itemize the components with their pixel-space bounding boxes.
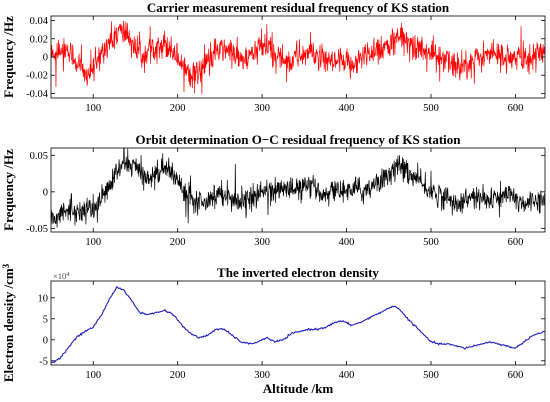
- x-tick-label: 400: [339, 237, 355, 248]
- x-tick-label: 500: [423, 103, 439, 114]
- y-tick-label: 5: [43, 314, 48, 325]
- x-tick-label: 100: [85, 103, 101, 114]
- y-tick-label: -5: [39, 356, 48, 367]
- series-line-1-1: [51, 20, 545, 95]
- y-axis-label: Frequency /Hz: [1, 16, 16, 98]
- y-tick-label: 0.02: [30, 34, 48, 45]
- y-exponent-label: ×104: [53, 271, 70, 281]
- y-tick-label: 0: [43, 187, 48, 198]
- y-tick-label: 0: [43, 53, 48, 64]
- x-tick-label: 600: [508, 103, 524, 114]
- y-tick-label: 10: [38, 293, 49, 304]
- plot-frame: [50, 280, 546, 366]
- panel-3: 100 200 300 400 500 600 -5 0 5 10 ×104 The inverted…: [1, 263, 546, 396]
- panel-1: 100 200 300 400 500 600 -0.04 -0.02 0 0.02 0.04 Car…: [1, 0, 546, 114]
- chart-title: The inverted electron density: [217, 265, 379, 280]
- x-tick-label: 300: [254, 370, 270, 381]
- x-tick-label: 300: [254, 103, 270, 114]
- x-tick-label: 600: [508, 237, 524, 248]
- x-tick-label: 200: [170, 103, 186, 114]
- y-tick-label: -0.05: [26, 224, 48, 235]
- x-tick-label: 100: [85, 370, 101, 381]
- y-axis-label: Electron density /cm3: [1, 263, 16, 382]
- y-tick-label: -0.04: [26, 89, 49, 100]
- x-tick-label: 400: [339, 103, 355, 114]
- x-tick-label: 400: [339, 370, 355, 381]
- series-line-2-1: [51, 148, 545, 228]
- x-tick-label: 200: [170, 237, 186, 248]
- x-tick-label: 500: [423, 237, 439, 248]
- y-tick-label: 0.04: [30, 16, 49, 27]
- x-tick-label: 300: [254, 237, 270, 248]
- plot-frame: [50, 147, 546, 233]
- x-axis-label: Altitude /km: [263, 381, 334, 396]
- x-tick-label: 500: [423, 370, 439, 381]
- y-tick-label: 0: [43, 335, 48, 346]
- y-tick-label: 0.05: [30, 151, 48, 162]
- y-axis-label: Frequency /Hz: [1, 149, 16, 231]
- series-line-3-1: [51, 285, 545, 364]
- panel-2: 100 200 300 400 500 600 -0.05 0 0.05 Orbit determ…: [1, 132, 546, 248]
- chart-title: Orbit determination O−C residual frequen…: [135, 132, 461, 147]
- x-tick-label: 600: [508, 370, 524, 381]
- x-tick-label: 200: [170, 370, 186, 381]
- y-tick-label: -0.02: [26, 71, 48, 82]
- chart-title: Carrier measurement residual frequency o…: [147, 0, 450, 15]
- x-tick-label: 100: [85, 237, 101, 248]
